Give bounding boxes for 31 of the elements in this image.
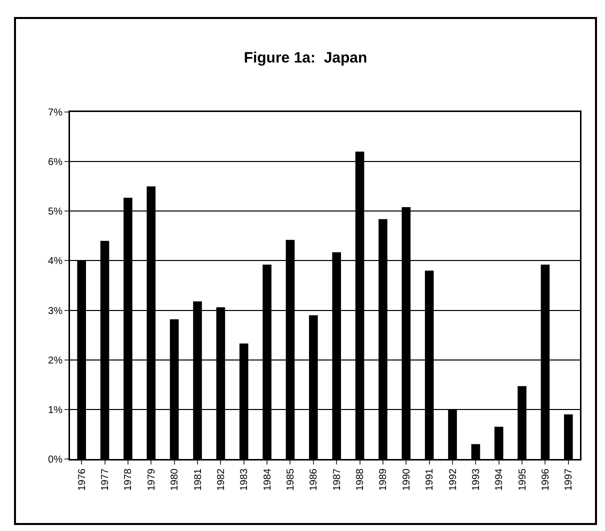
x-tick-label: 1990	[401, 468, 412, 491]
x-tick-label: 1989	[378, 468, 390, 491]
y-tick-label: 4%	[48, 256, 63, 268]
y-tick-label: 2%	[48, 355, 63, 366]
y-tick-label: 5%	[48, 206, 63, 218]
x-tick-label: 1984	[262, 468, 274, 491]
y-tick-label: 6%	[48, 157, 63, 168]
x-tick-label: 1983	[239, 468, 250, 491]
x-tick-label: 1977	[100, 468, 112, 491]
x-tick-label: 1991	[424, 468, 436, 491]
x-tick-label: 1980	[170, 468, 181, 491]
y-tick-label: 0%	[48, 454, 63, 466]
x-tick-label: 1987	[332, 468, 343, 491]
x-tick-label: 1992	[448, 468, 459, 491]
x-tick-label: 1993	[470, 468, 482, 491]
x-tick-label: 1976	[76, 468, 88, 491]
x-tick-label: 1995	[517, 468, 528, 491]
x-tick-label: 1985	[285, 468, 296, 491]
x-tick-label: 1982	[216, 468, 227, 491]
chart-title: Figure 1a: Japan	[244, 49, 368, 66]
y-tick-label: 3%	[48, 306, 63, 317]
y-tick-label: 7%	[48, 108, 63, 118]
x-tick-label: 1978	[123, 468, 134, 491]
x-tick-label: 1997	[564, 468, 575, 491]
x-tick-label: 1979	[146, 468, 158, 491]
x-tick-label: 1986	[308, 468, 320, 491]
x-tick-label: 1988	[355, 468, 366, 491]
x-tick-label: 1996	[540, 468, 552, 491]
x-tick-label: 1994	[494, 468, 506, 491]
y-tick-label: 1%	[48, 404, 63, 416]
x-tick-label: 1981	[192, 468, 204, 491]
